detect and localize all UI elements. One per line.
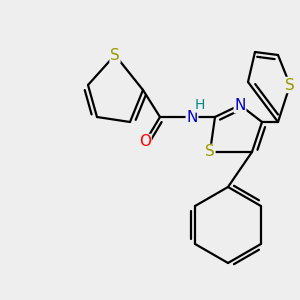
Text: H: H	[195, 98, 205, 112]
Text: N: N	[234, 98, 246, 112]
Text: S: S	[285, 77, 295, 92]
Text: S: S	[110, 47, 120, 62]
Text: N: N	[186, 110, 198, 124]
Text: S: S	[205, 145, 215, 160]
Text: O: O	[139, 134, 151, 149]
